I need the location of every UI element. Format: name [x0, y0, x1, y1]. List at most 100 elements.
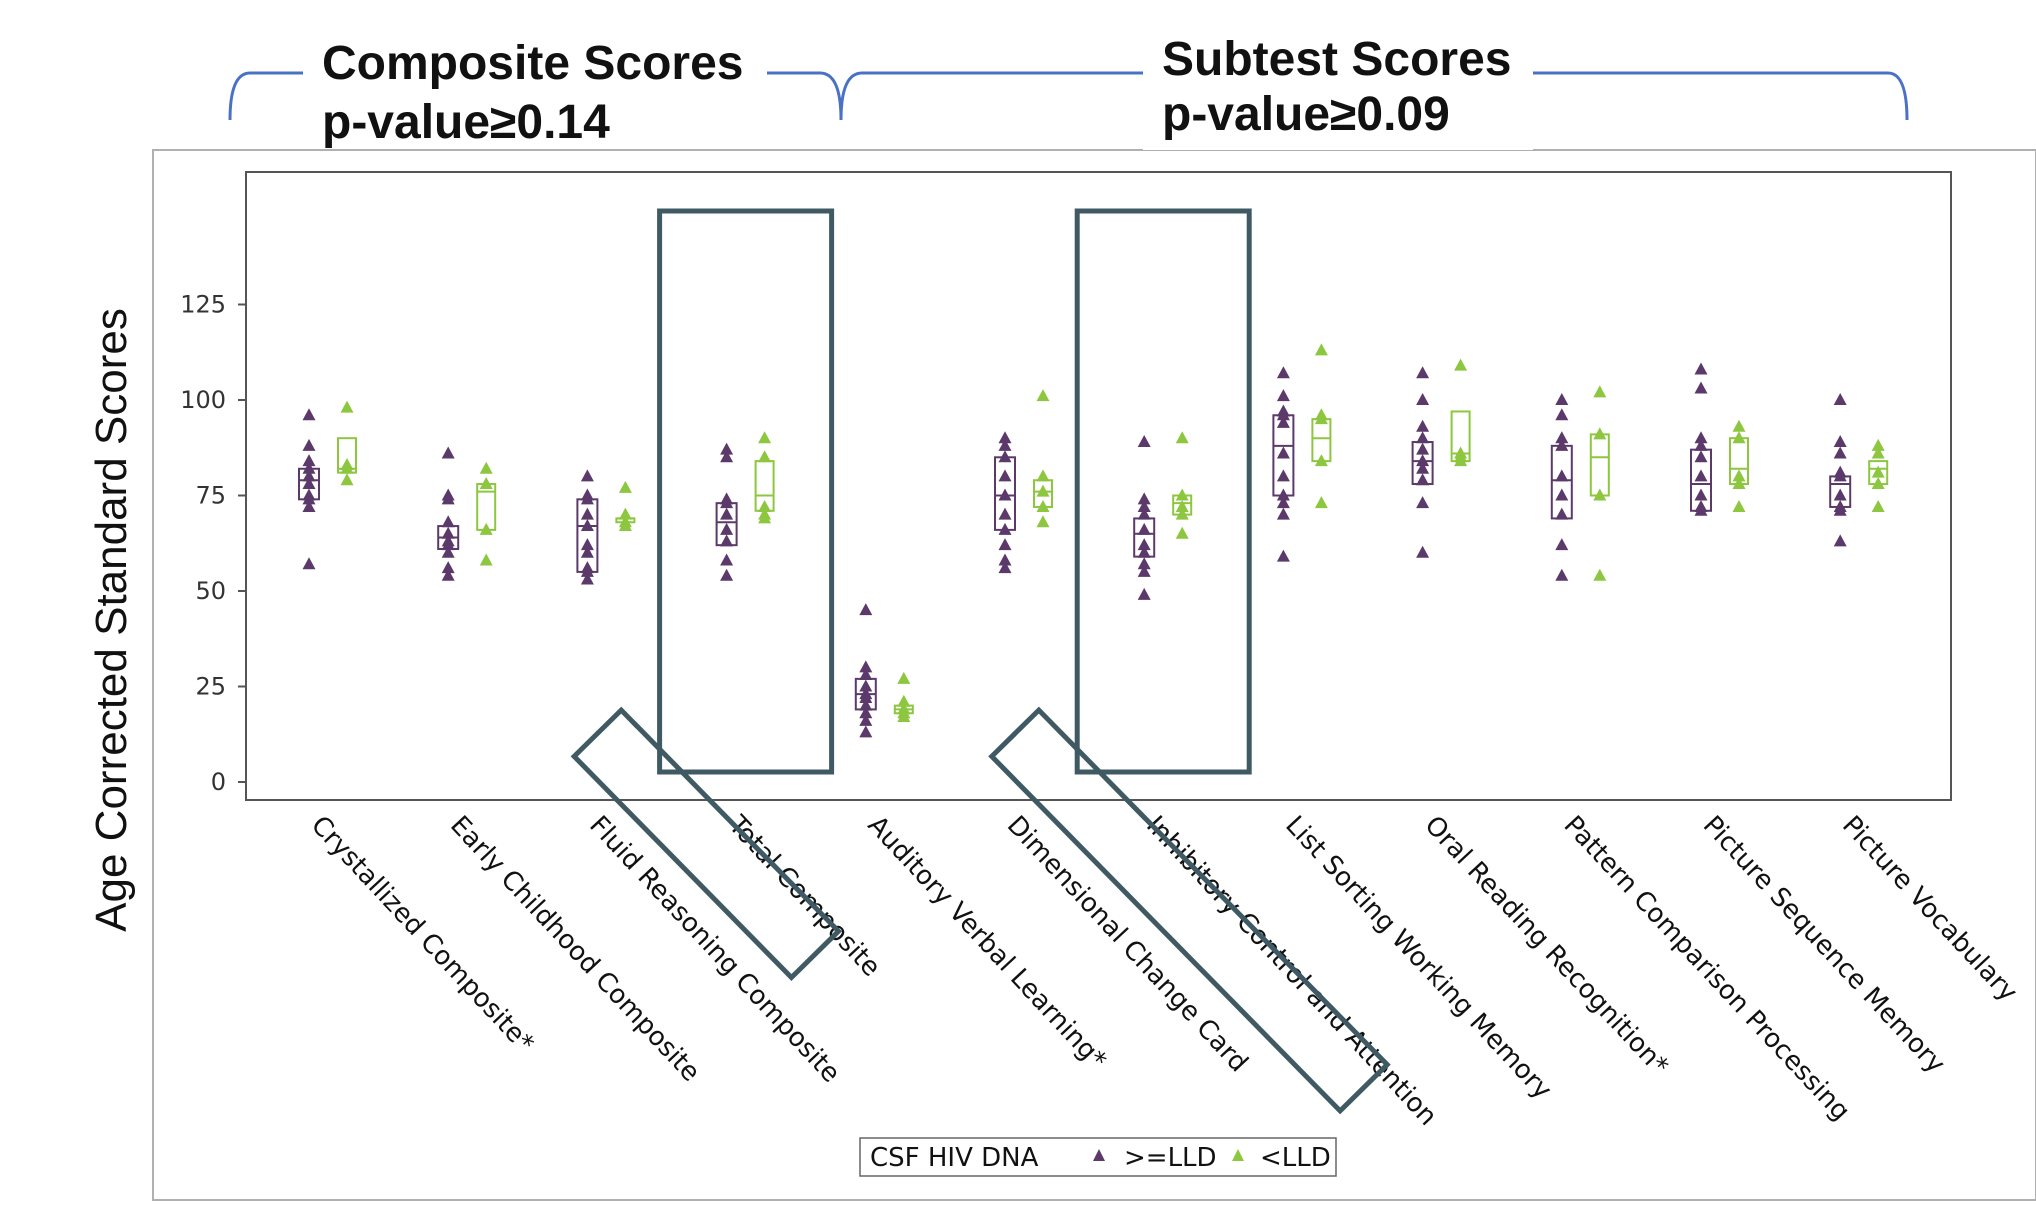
- point-gte: [1416, 461, 1430, 474]
- point-gte: [1276, 496, 1290, 509]
- point-gte: [1833, 435, 1847, 448]
- point-lt: [758, 499, 772, 512]
- point-lt: [618, 519, 632, 532]
- highlight-column-box: [657, 208, 835, 775]
- point-gte: [1276, 389, 1290, 402]
- y-tick-label: 50: [195, 577, 226, 605]
- point-gte: [1137, 564, 1151, 577]
- point-gte: [441, 526, 455, 539]
- y-tick-label: 0: [211, 768, 226, 796]
- point-gte: [1694, 450, 1708, 463]
- point-gte: [441, 446, 455, 459]
- point-gte: [1555, 438, 1569, 451]
- point-gte: [1694, 503, 1708, 516]
- point-lt: [1593, 488, 1607, 501]
- point-lt: [1175, 431, 1189, 444]
- point-lt: [1732, 431, 1746, 444]
- point-lt: [1314, 496, 1328, 509]
- point-gte: [1137, 587, 1151, 600]
- point-gte: [1694, 362, 1708, 375]
- point-gte: [998, 450, 1012, 463]
- group-sublabel-composite: p-value≥0.14: [322, 96, 610, 149]
- point-lt: [479, 522, 493, 535]
- point-gte: [720, 522, 734, 535]
- legend-entry-gte: >=LLD: [1124, 1143, 1217, 1173]
- point-gte: [441, 568, 455, 581]
- point-gte: [1416, 545, 1430, 558]
- point-gte: [302, 477, 316, 490]
- point-gte: [580, 572, 594, 585]
- point-gte: [1555, 538, 1569, 551]
- y-tick-label: 25: [195, 673, 226, 701]
- point-gte: [1276, 408, 1290, 421]
- y-axis-label: Age Corrected Standard Scores: [87, 308, 136, 932]
- point-gte: [859, 679, 873, 692]
- point-gte: [580, 564, 594, 577]
- point-lt: [897, 671, 911, 684]
- point-lt: [897, 694, 911, 707]
- point-lt: [1732, 477, 1746, 490]
- legend-marker-gte: [1093, 1149, 1105, 1161]
- point-gte: [998, 438, 1012, 451]
- point-lt: [1454, 358, 1468, 371]
- point-lt: [618, 507, 632, 520]
- point-gte: [1416, 496, 1430, 509]
- point-lt: [1175, 526, 1189, 539]
- point-lt: [1871, 499, 1885, 512]
- point-gte: [859, 660, 873, 673]
- point-gte: [1276, 469, 1290, 482]
- point-gte: [1555, 488, 1569, 501]
- point-gte: [1694, 381, 1708, 394]
- point-gte: [1833, 488, 1847, 501]
- point-lt: [1732, 469, 1746, 482]
- point-gte: [302, 557, 316, 570]
- point-gte: [580, 545, 594, 558]
- point-lt: [1314, 343, 1328, 356]
- point-lt: [1036, 389, 1050, 402]
- point-gte: [720, 450, 734, 463]
- point-gte: [859, 706, 873, 719]
- group-label-subtest: Subtest Scores: [1162, 33, 1511, 86]
- point-gte: [1276, 507, 1290, 520]
- point-lt: [1871, 465, 1885, 478]
- highlight-column-box: [1074, 208, 1252, 775]
- legend-entry-lt: <LLD: [1260, 1143, 1331, 1173]
- point-lt: [340, 473, 354, 486]
- point-gte: [1833, 503, 1847, 516]
- point-gte: [859, 603, 873, 616]
- highlight-label-box: [570, 706, 843, 982]
- point-lt: [1314, 412, 1328, 425]
- point-gte: [859, 725, 873, 738]
- point-gte: [1276, 488, 1290, 501]
- point-lt: [1871, 477, 1885, 490]
- point-gte: [441, 492, 455, 505]
- point-gte: [1555, 408, 1569, 421]
- point-gte: [302, 454, 316, 467]
- point-gte: [1276, 366, 1290, 379]
- point-gte: [1833, 534, 1847, 547]
- point-lt: [1871, 446, 1885, 459]
- group-bracket-subtest: [839, 71, 1909, 121]
- point-gte: [441, 515, 455, 528]
- data-points: [302, 343, 1885, 738]
- point-gte: [1416, 366, 1430, 379]
- point-gte: [1694, 431, 1708, 444]
- point-gte: [1276, 549, 1290, 562]
- y-axis: 0 25 50 75 100 125: [180, 291, 246, 796]
- plot-area: [245, 171, 1952, 801]
- group-sublabel-subtest: p-value≥0.09: [1162, 88, 1450, 141]
- point-gte: [302, 408, 316, 421]
- point-lt: [1732, 419, 1746, 432]
- point-gte: [1555, 393, 1569, 405]
- point-gte: [859, 698, 873, 711]
- y-tick-label: 100: [180, 386, 226, 414]
- point-gte: [720, 534, 734, 547]
- point-lt: [479, 477, 493, 490]
- point-lt: [1175, 499, 1189, 512]
- point-gte: [302, 438, 316, 451]
- point-lt: [1593, 427, 1607, 440]
- point-gte: [1276, 446, 1290, 459]
- point-gte: [1694, 488, 1708, 501]
- point-lt: [1175, 488, 1189, 501]
- point-gte: [720, 442, 734, 455]
